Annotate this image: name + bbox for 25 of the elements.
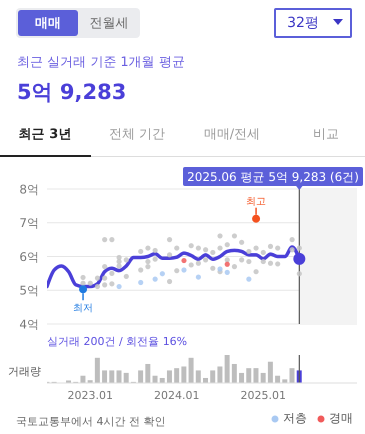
y-tick-label: 7억 <box>19 216 39 230</box>
text: 매매/전세 <box>202 126 262 143</box>
x-tick-label: 2024.01 <box>154 388 200 402</box>
x-tick-label: 2025.01 <box>240 388 286 402</box>
chart-title: 최근 실거래 기준 1개월 평균 <box>17 54 185 71</box>
text: 국토교통부에서 4시간 전 확인 <box>16 414 166 429</box>
text: 비교 <box>312 126 340 143</box>
y-tick-label: 5억 <box>19 284 39 298</box>
text: 전월세 <box>90 16 128 31</box>
x-tick-label: 2023.01 <box>68 388 114 402</box>
y-tick-label: 4억 <box>19 317 39 332</box>
y-tick-label: 8억 <box>19 182 39 196</box>
text: 32평 <box>286 14 320 32</box>
ref-line-label: 2025.06 평균 5억 9,283 (6건) <box>187 170 359 184</box>
annotation: 최고 <box>246 196 266 208</box>
text: 최근 3년 <box>18 126 72 143</box>
y-tick-label: 6억 <box>19 250 39 264</box>
text: 전체 기간 <box>108 126 166 143</box>
y-axis-title: 거래량 <box>8 364 41 379</box>
text: 실거래 200건 / 회전율 16% <box>47 334 188 349</box>
chart-subtitle: 5억 9,283 <box>17 79 126 106</box>
legend-label: 저층 <box>282 410 307 427</box>
text: 매매 <box>35 16 61 31</box>
annotation: 최저 <box>73 303 94 314</box>
legend-label: 경매 <box>328 410 353 427</box>
